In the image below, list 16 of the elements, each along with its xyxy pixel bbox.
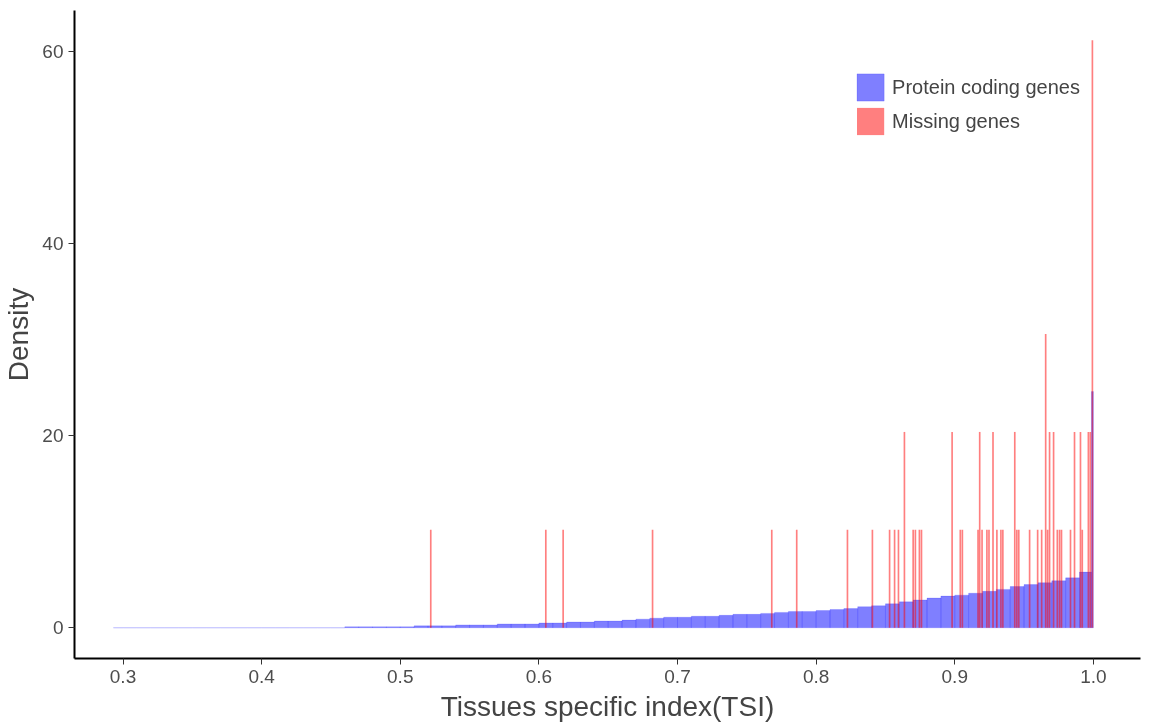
y-tick-label: 0 xyxy=(52,617,64,639)
legend-label: Protein coding genes xyxy=(892,75,1080,99)
x-tick-label: 0.9 xyxy=(941,665,968,687)
y-tick-label: 60 xyxy=(42,41,64,63)
y-axis-title: Density xyxy=(3,287,35,382)
y-tick-label: 20 xyxy=(42,425,64,447)
x-axis-title: Tissues specific index(TSI) xyxy=(440,690,775,722)
x-tick-label: 1.0 xyxy=(1080,665,1107,687)
x-tick-label: 0.8 xyxy=(802,665,830,687)
legend-label: Missing genes xyxy=(892,109,1020,133)
x-tick-label: 0.4 xyxy=(248,665,276,687)
x-tick-label: 0.3 xyxy=(109,665,137,687)
y-tick-label: 40 xyxy=(42,233,64,255)
x-tick-label: 0.7 xyxy=(664,665,691,687)
x-tick-label: 0.5 xyxy=(387,665,414,687)
x-tick-label: 0.6 xyxy=(525,665,553,687)
